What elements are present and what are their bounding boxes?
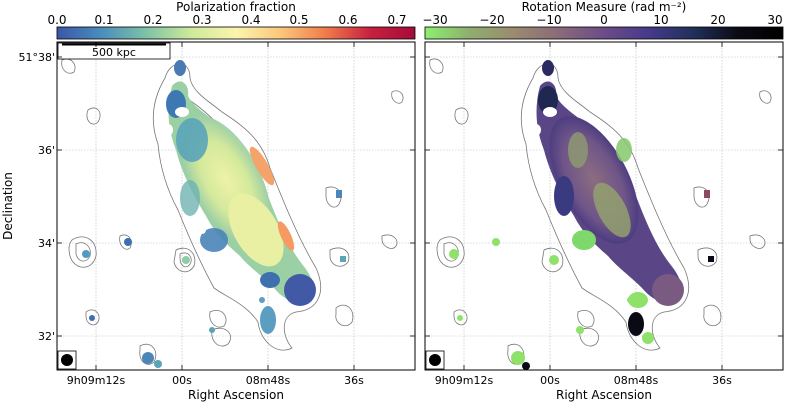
- x-tick-label: 08m48s: [614, 374, 659, 387]
- scale-bar-label: 500 kpc: [92, 46, 136, 59]
- colorbar-tick-label: −20: [479, 13, 504, 27]
- y-tick-label: 34': [38, 237, 55, 250]
- polarization-emission: [82, 60, 346, 368]
- beam-indicator: [57, 350, 77, 370]
- radio-contours: [429, 58, 772, 365]
- colorbar-tick-label: −10: [536, 13, 561, 27]
- colorbar-tick-label: 0.1: [94, 13, 113, 27]
- x-tick-label: 00s: [540, 374, 560, 387]
- colorbar-tick-label: 0: [600, 13, 608, 27]
- x-axis-label: Right Ascension: [188, 388, 284, 402]
- colorbar-tick-label: 0.2: [143, 13, 162, 27]
- colorbar-tick-label: 0.5: [289, 13, 308, 27]
- colorbar-ticks: −30 −20 −10 0 10 20 30: [422, 13, 782, 27]
- colorbar-title: Polarization fraction: [176, 0, 296, 14]
- colorbar-rotation-measure: [424, 26, 784, 40]
- rotation-measure-emission: [449, 60, 714, 370]
- x-tick-label: 9h09m12s: [435, 374, 494, 387]
- colorbar-tick-label: 0.3: [192, 13, 211, 27]
- y-tick-label: 36': [38, 144, 55, 157]
- x-axis-label: Right Ascension: [556, 388, 652, 402]
- x-tick-label: 36s: [712, 374, 732, 387]
- beam-indicator: [425, 350, 445, 370]
- right-panel: Rotation Measure (rad m⁻²) −30 −20 −10 0…: [422, 0, 784, 402]
- colorbar-tick-label: 10: [653, 13, 668, 27]
- colorbar-tick-label: 0.7: [387, 13, 406, 27]
- axis-ticks: [425, 42, 783, 370]
- axis-ticks: [57, 42, 415, 370]
- colorbar-tick-label: 0.0: [47, 13, 66, 27]
- x-tick-label: 00s: [172, 374, 192, 387]
- x-tick-label: 08m48s: [246, 374, 291, 387]
- colorbar-tick-label: 0.6: [338, 13, 357, 27]
- y-tick-label: 51°38': [18, 51, 55, 64]
- y-axis-label: Declination: [1, 172, 15, 240]
- colorbar-tick-label: 30: [767, 13, 782, 27]
- y-tick-label: 32': [38, 330, 55, 343]
- colorbar-tick-label: −30: [422, 13, 447, 27]
- x-tick-label: 9h09m12s: [67, 374, 126, 387]
- colorbar-title: Rotation Measure (rad m⁻²): [522, 0, 687, 14]
- colorbar-polarization: [56, 26, 416, 40]
- left-panel: Polarization fraction 0.0 0.1 0.2 0.3 0.…: [1, 0, 416, 402]
- colorbar-tick-label: 0.4: [241, 13, 260, 27]
- colorbar-tick-label: 20: [710, 13, 725, 27]
- colorbar-ticks: 0.0 0.1 0.2 0.3 0.4 0.5 0.6 0.7: [47, 13, 406, 27]
- scale-bar: 500 kpc: [57, 42, 171, 60]
- x-tick-label: 36s: [344, 374, 364, 387]
